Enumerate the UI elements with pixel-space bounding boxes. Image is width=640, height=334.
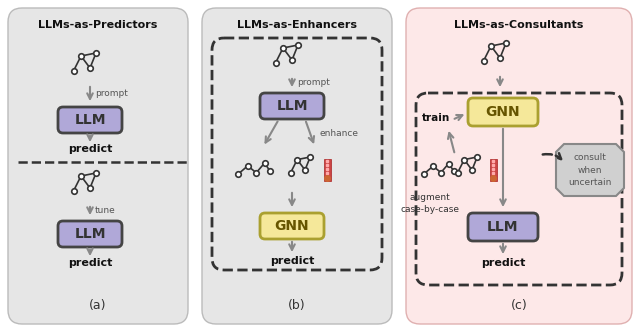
Text: predict: predict (481, 258, 525, 268)
Text: predict: predict (68, 144, 112, 154)
Text: predict: predict (270, 256, 314, 266)
FancyBboxPatch shape (260, 213, 324, 239)
FancyBboxPatch shape (468, 213, 538, 241)
Text: enhance: enhance (320, 129, 359, 138)
Text: GNN: GNN (275, 219, 309, 233)
Text: tune: tune (95, 205, 116, 214)
Text: predict: predict (68, 258, 112, 268)
Text: (c): (c) (511, 300, 527, 313)
Text: consult
when
uncertain: consult when uncertain (568, 153, 612, 187)
Text: (a): (a) (89, 300, 107, 313)
Text: (b): (b) (288, 300, 306, 313)
Text: LLM: LLM (276, 99, 308, 113)
Polygon shape (556, 144, 624, 196)
Text: train: train (422, 113, 450, 123)
FancyBboxPatch shape (58, 221, 122, 247)
Text: LLMs-as-Consultants: LLMs-as-Consultants (454, 20, 584, 30)
Text: LLMs-as-Enhancers: LLMs-as-Enhancers (237, 20, 357, 30)
FancyBboxPatch shape (8, 8, 188, 324)
Text: prompt: prompt (95, 89, 128, 98)
Text: GNN: GNN (486, 105, 520, 119)
Text: augment
case-by-case: augment case-by-case (401, 193, 460, 214)
Bar (323, 159, 330, 181)
Text: LLM: LLM (74, 227, 106, 241)
FancyBboxPatch shape (202, 8, 392, 324)
FancyBboxPatch shape (468, 98, 538, 126)
Text: LLMs-as-Predictors: LLMs-as-Predictors (38, 20, 157, 30)
FancyBboxPatch shape (58, 107, 122, 133)
Text: LLM: LLM (74, 113, 106, 127)
FancyBboxPatch shape (406, 8, 632, 324)
Text: prompt: prompt (297, 77, 330, 87)
Bar (490, 159, 497, 181)
FancyBboxPatch shape (260, 93, 324, 119)
Text: LLM: LLM (487, 220, 519, 234)
